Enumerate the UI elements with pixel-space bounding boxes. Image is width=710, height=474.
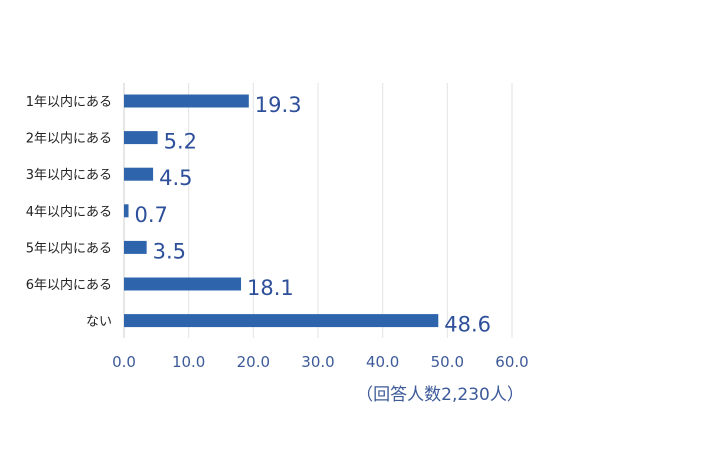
x-tick-label: 30.0 <box>301 353 334 371</box>
category-label: ない <box>86 315 112 330</box>
data-label: 0.7 <box>135 203 168 227</box>
data-label: 18.1 <box>247 276 294 300</box>
category-label: 2年以内にある <box>26 131 112 147</box>
x-tick-label: 40.0 <box>366 353 399 371</box>
x-tick-label: 50.0 <box>431 353 464 371</box>
category-label: 5年以内にある <box>26 240 112 256</box>
bar <box>124 204 129 218</box>
bar <box>124 240 147 254</box>
x-tick-label: 60.0 <box>495 353 528 371</box>
gridlines <box>188 83 513 338</box>
bar <box>124 167 154 181</box>
bars <box>124 94 439 328</box>
data-label: 19.3 <box>255 93 302 117</box>
data-labels: 19.3 5.2 4.5 0.7 3.5 18.1 48.6 <box>135 93 492 337</box>
category-label: 3年以内にある <box>26 167 112 183</box>
bar <box>124 131 158 145</box>
x-tick-label: 10.0 <box>172 353 205 371</box>
data-label: 3.5 <box>153 239 186 263</box>
x-tick-labels: 0.0 10.0 20.0 30.0 40.0 50.0 60.0 <box>112 353 529 371</box>
respondent-count-note: （回答人数2,230人） <box>356 385 524 405</box>
category-label: 6年以内にある <box>26 277 112 293</box>
data-label: 5.2 <box>164 130 197 154</box>
category-label: 1年以内にある <box>26 94 112 110</box>
x-tick-label: 0.0 <box>112 353 136 371</box>
x-tick-label: 20.0 <box>237 353 270 371</box>
bar <box>124 277 242 291</box>
bar <box>124 314 439 328</box>
category-label: 4年以内にある <box>26 204 112 220</box>
data-label: 48.6 <box>444 313 491 337</box>
data-label: 4.5 <box>159 166 192 190</box>
bar <box>124 94 249 108</box>
category-labels: 1年以内にある 2年以内にある 3年以内にある 4年以内にある 5年以内にある 6年以内に… <box>26 94 112 330</box>
